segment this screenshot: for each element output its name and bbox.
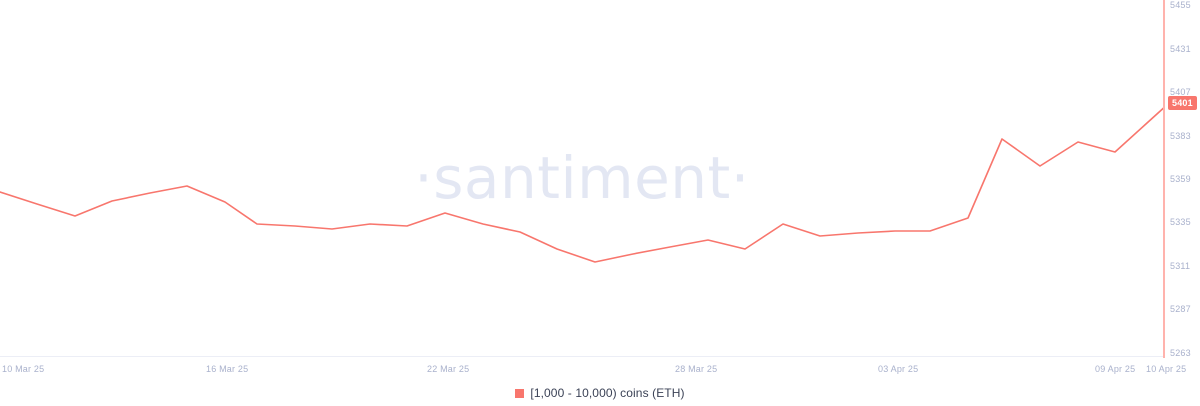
x-axis-tick-label: 28 Mar 25: [675, 364, 718, 374]
y-axis-tick-label: 5431: [1170, 43, 1191, 54]
legend-color-swatch-icon: [515, 388, 525, 398]
plot-area: ·santiment·: [0, 106, 1164, 263]
x-axis-tick-label: 22 Mar 25: [427, 364, 470, 374]
x-axis-tick-label: 03 Apr 25: [878, 364, 919, 374]
x-axis: 10 Mar 25 16 Mar 25 22 Mar 25 28 Mar 25 03 A…: [0, 356, 1200, 380]
y-axis-tick-label: 5335: [1170, 217, 1191, 228]
y-axis-tick-label: 5383: [1170, 130, 1191, 141]
y-axis-tick-label: 5287: [1170, 304, 1191, 315]
y-axis-tick-label: 5455: [1170, 0, 1191, 11]
x-axis-tick-label: 10 Mar 25: [2, 364, 45, 374]
series-line-1000-10000-coins-eth: [0, 106, 1164, 263]
y-axis-tick-label: 5407: [1170, 87, 1191, 98]
chart-legend: [1,000 - 10,000) coins (ETH): [0, 380, 1200, 406]
series-line-chart: [0, 106, 1164, 263]
y-axis-tick-label: 5359: [1170, 174, 1191, 184]
x-axis-tick-label: 10 Apr 25: [1146, 364, 1187, 374]
x-axis-line: [0, 356, 1164, 357]
x-axis-tick-label: 16 Mar 25: [206, 364, 249, 374]
y-axis: 5455 5431 5407 5383 5359 5335 5311 5287 5263 540…: [1163, 0, 1200, 358]
y-axis-current-value-badge: 5401: [1167, 95, 1198, 112]
y-axis-line: [1163, 0, 1165, 358]
y-axis-tick-label: 5263: [1170, 347, 1191, 358]
legend-item-1000-10000-coins-eth[interactable]: [1,000 - 10,000) coins (ETH): [515, 386, 684, 400]
x-axis-tick-label: 09 Apr 25: [1095, 364, 1136, 374]
legend-item-label: [1,000 - 10,000) coins (ETH): [530, 386, 685, 400]
y-axis-tick-label: 5311: [1170, 260, 1191, 271]
